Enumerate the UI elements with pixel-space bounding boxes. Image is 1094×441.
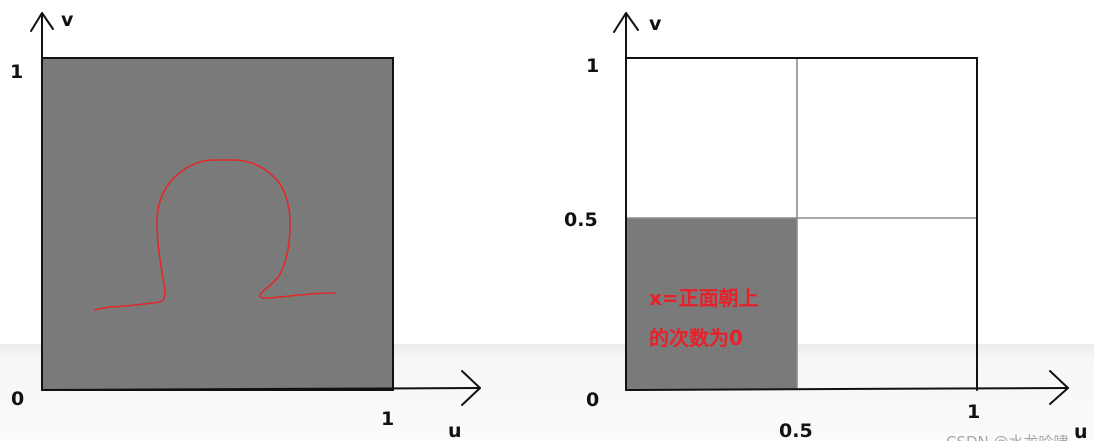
right-v-label: v <box>649 13 662 35</box>
annotation-line-2: 的次数为0 <box>649 326 743 350</box>
left-panel: v 1 0 1 u <box>10 9 481 441</box>
right-u-tick-1: 1 <box>967 401 980 423</box>
right-u-axis <box>625 387 1069 391</box>
left-filled-square <box>41 57 394 391</box>
right-filled-quadrant <box>626 218 797 390</box>
right-v-arrowhead <box>613 12 639 33</box>
right-v-tick-1: 1 <box>586 55 599 77</box>
right-origin-label: 0 <box>586 389 599 411</box>
right-v-tick-half: 0.5 <box>564 209 598 231</box>
right-u-tick-half: 0.5 <box>779 420 813 441</box>
omega-curve <box>94 159 336 311</box>
right-u-label: u <box>1074 421 1088 441</box>
left-u-arrowhead <box>461 370 481 406</box>
right-u-arrowhead <box>1049 370 1069 405</box>
left-v-label: v <box>61 9 74 31</box>
annotation-line-1: x=正面朝上 <box>649 286 759 310</box>
left-origin-label: 0 <box>11 388 24 410</box>
left-u-tick-1: 1 <box>381 408 394 430</box>
right-panel: v 1 0.5 0 0.5 1 u x=正面朝上 的次数为0 <box>564 12 1088 441</box>
left-v-tick-1: 1 <box>10 61 23 83</box>
left-u-label: u <box>448 420 462 441</box>
left-u-axis <box>41 387 481 391</box>
left-v-arrowhead <box>30 12 54 32</box>
watermark: CSDN @水龙吟啸 <box>946 433 1069 441</box>
